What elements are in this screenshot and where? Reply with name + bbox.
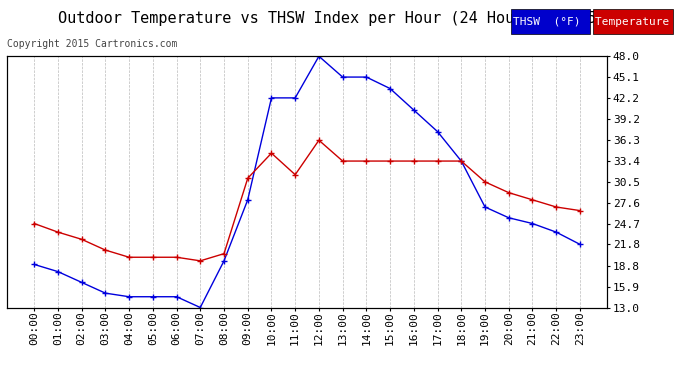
Text: Copyright 2015 Cartronics.com: Copyright 2015 Cartronics.com [7,39,177,50]
Text: THSW  (°F): THSW (°F) [513,16,580,27]
Text: Outdoor Temperature vs THSW Index per Hour (24 Hours)  20150328: Outdoor Temperature vs THSW Index per Ho… [57,11,633,26]
Text: Temperature  (°F): Temperature (°F) [595,16,690,27]
